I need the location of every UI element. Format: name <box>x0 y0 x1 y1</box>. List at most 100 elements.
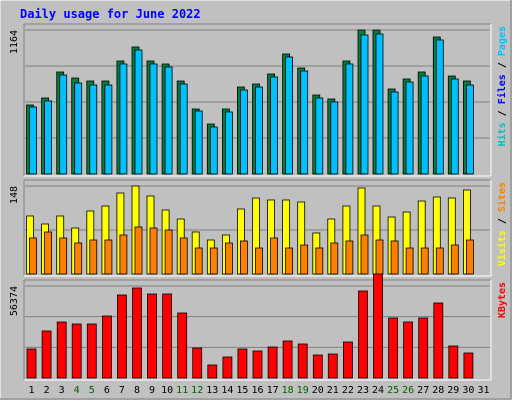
bar-sites-day-22 <box>345 240 354 275</box>
bar-kbytes-day-20 <box>312 354 323 379</box>
bar-kbytes-day-14 <box>222 356 233 379</box>
bar-kbytes-day-27 <box>418 317 429 379</box>
bar-sites-day-11 <box>179 237 188 275</box>
bar-sites-day-2 <box>44 231 52 275</box>
day-label-21: 21 <box>327 385 339 396</box>
bar-kbytes-day-26 <box>403 321 414 379</box>
day-label-28: 28 <box>432 385 444 396</box>
bar-sites-day-16 <box>255 247 263 275</box>
y-max-label: 56374 <box>9 286 20 316</box>
bar-sites-day-26 <box>405 247 414 275</box>
day-label-4: 4 <box>74 385 80 396</box>
day-label-8: 8 <box>134 385 140 396</box>
bar-kbytes-day-8 <box>132 287 142 379</box>
bar-files-day-7 <box>119 63 128 175</box>
day-label-18: 18 <box>282 385 294 396</box>
bar-sites-day-7 <box>119 234 128 275</box>
bar-kbytes-day-3 <box>56 321 67 379</box>
bar-sites-day-25 <box>390 240 399 275</box>
panel-sites-visits: 148 Visits / Sites <box>9 179 508 277</box>
legend-entry: Hits <box>496 122 508 146</box>
day-label-23: 23 <box>357 385 369 396</box>
y-max-label: 148 <box>9 186 20 204</box>
day-label-15: 15 <box>236 385 248 396</box>
bar-files-day-6 <box>104 84 113 175</box>
day-label-13: 13 <box>206 385 218 396</box>
bar-sites-day-30 <box>465 239 474 275</box>
bar-kbytes-day-17 <box>267 346 278 379</box>
day-label-6: 6 <box>104 385 110 396</box>
legend-separator: / <box>497 104 508 122</box>
y-max-label: 1164 <box>9 30 20 54</box>
bar-kbytes-day-25 <box>388 317 399 379</box>
bar-files-day-2 <box>44 100 52 175</box>
bar-kbytes-day-11 <box>177 312 188 379</box>
bar-sites-day-8 <box>134 226 143 275</box>
day-label-1: 1 <box>28 385 34 396</box>
bar-kbytes-day-21 <box>327 353 338 379</box>
bar-sites-day-20 <box>315 247 324 275</box>
bar-files-day-29 <box>450 78 459 175</box>
bar-kbytes-day-4 <box>71 323 82 379</box>
day-label-19: 19 <box>297 385 309 396</box>
bar-sites-day-17 <box>270 237 279 275</box>
bar-kbytes-day-9 <box>147 293 157 379</box>
bar-sites-day-4 <box>74 242 83 275</box>
legend-entry: KBytes <box>497 282 508 318</box>
bar-sites-day-15 <box>239 240 248 275</box>
chart-title: Daily usage for June 2022 <box>20 7 201 21</box>
chart-panels: 1164 Hits / Files / Pages 148 Visits / Site… <box>9 23 508 381</box>
bar-sites-day-21 <box>330 242 339 275</box>
legend: Visits / Sites <box>496 182 508 266</box>
bar-kbytes-day-22 <box>342 341 353 379</box>
bar-kbytes-day-1 <box>26 348 37 379</box>
day-label-22: 22 <box>342 385 354 396</box>
bar-sites-day-27 <box>420 247 429 275</box>
bar-kbytes-day-16 <box>252 350 263 379</box>
day-axis: 1 2 3 4 5 6 7 8 9 10 11 12 13 14 15 16 17 18 19 20 21 22 23 24 2… <box>28 385 489 396</box>
bar-kbytes-day-5 <box>86 323 97 379</box>
bar-sites-day-6 <box>104 239 113 275</box>
bar-sites-day-23 <box>360 234 369 275</box>
legend: Hits / Files / Pages <box>496 26 508 146</box>
bar-files-day-11 <box>179 83 188 175</box>
day-label-3: 3 <box>59 385 65 396</box>
bar-kbytes-day-30 <box>463 352 474 379</box>
bar-sites-day-18 <box>285 247 294 275</box>
panel-hits-files: 1164 Hits / Files / Pages <box>9 23 508 177</box>
bar-kbytes-day-24 <box>373 273 383 379</box>
bar-files-day-15 <box>239 89 248 175</box>
bar-files-day-4 <box>74 82 83 175</box>
legend: KBytes <box>497 282 508 318</box>
bar-kbytes-day-13 <box>207 364 218 379</box>
bar-files-day-16 <box>255 86 263 175</box>
bar-sites-day-1 <box>29 237 37 275</box>
bar-sites-day-9 <box>149 227 158 275</box>
bar-sites-day-19 <box>300 244 309 275</box>
bar-kbytes-day-18 <box>282 340 293 379</box>
bar-sites-day-24 <box>375 239 384 275</box>
bar-sites-day-10 <box>164 229 173 275</box>
day-label-2: 2 <box>44 385 50 396</box>
bar-files-day-3 <box>59 74 68 175</box>
bar-kbytes-day-28 <box>433 302 444 379</box>
day-label-11: 11 <box>176 385 188 396</box>
bar-kbytes-day-19 <box>297 343 308 379</box>
day-label-30: 30 <box>462 385 474 396</box>
bar-files-day-12 <box>194 110 203 175</box>
bar-files-day-13 <box>209 126 218 175</box>
bar-kbytes-day-15 <box>237 348 248 379</box>
bar-files-day-27 <box>420 75 429 175</box>
bar-files-day-30 <box>465 84 474 175</box>
day-label-14: 14 <box>221 385 233 396</box>
day-label-9: 9 <box>149 385 155 396</box>
bar-files-day-21 <box>330 101 339 175</box>
legend-entry: Visits <box>496 230 508 266</box>
bar-files-day-22 <box>345 63 354 175</box>
bar-files-day-10 <box>164 66 173 175</box>
bar-sites-day-28 <box>435 247 444 275</box>
day-label-12: 12 <box>191 385 203 396</box>
day-label-16: 16 <box>251 385 263 396</box>
bar-sites-day-5 <box>89 239 98 275</box>
bar-kbytes-day-2 <box>41 330 52 379</box>
